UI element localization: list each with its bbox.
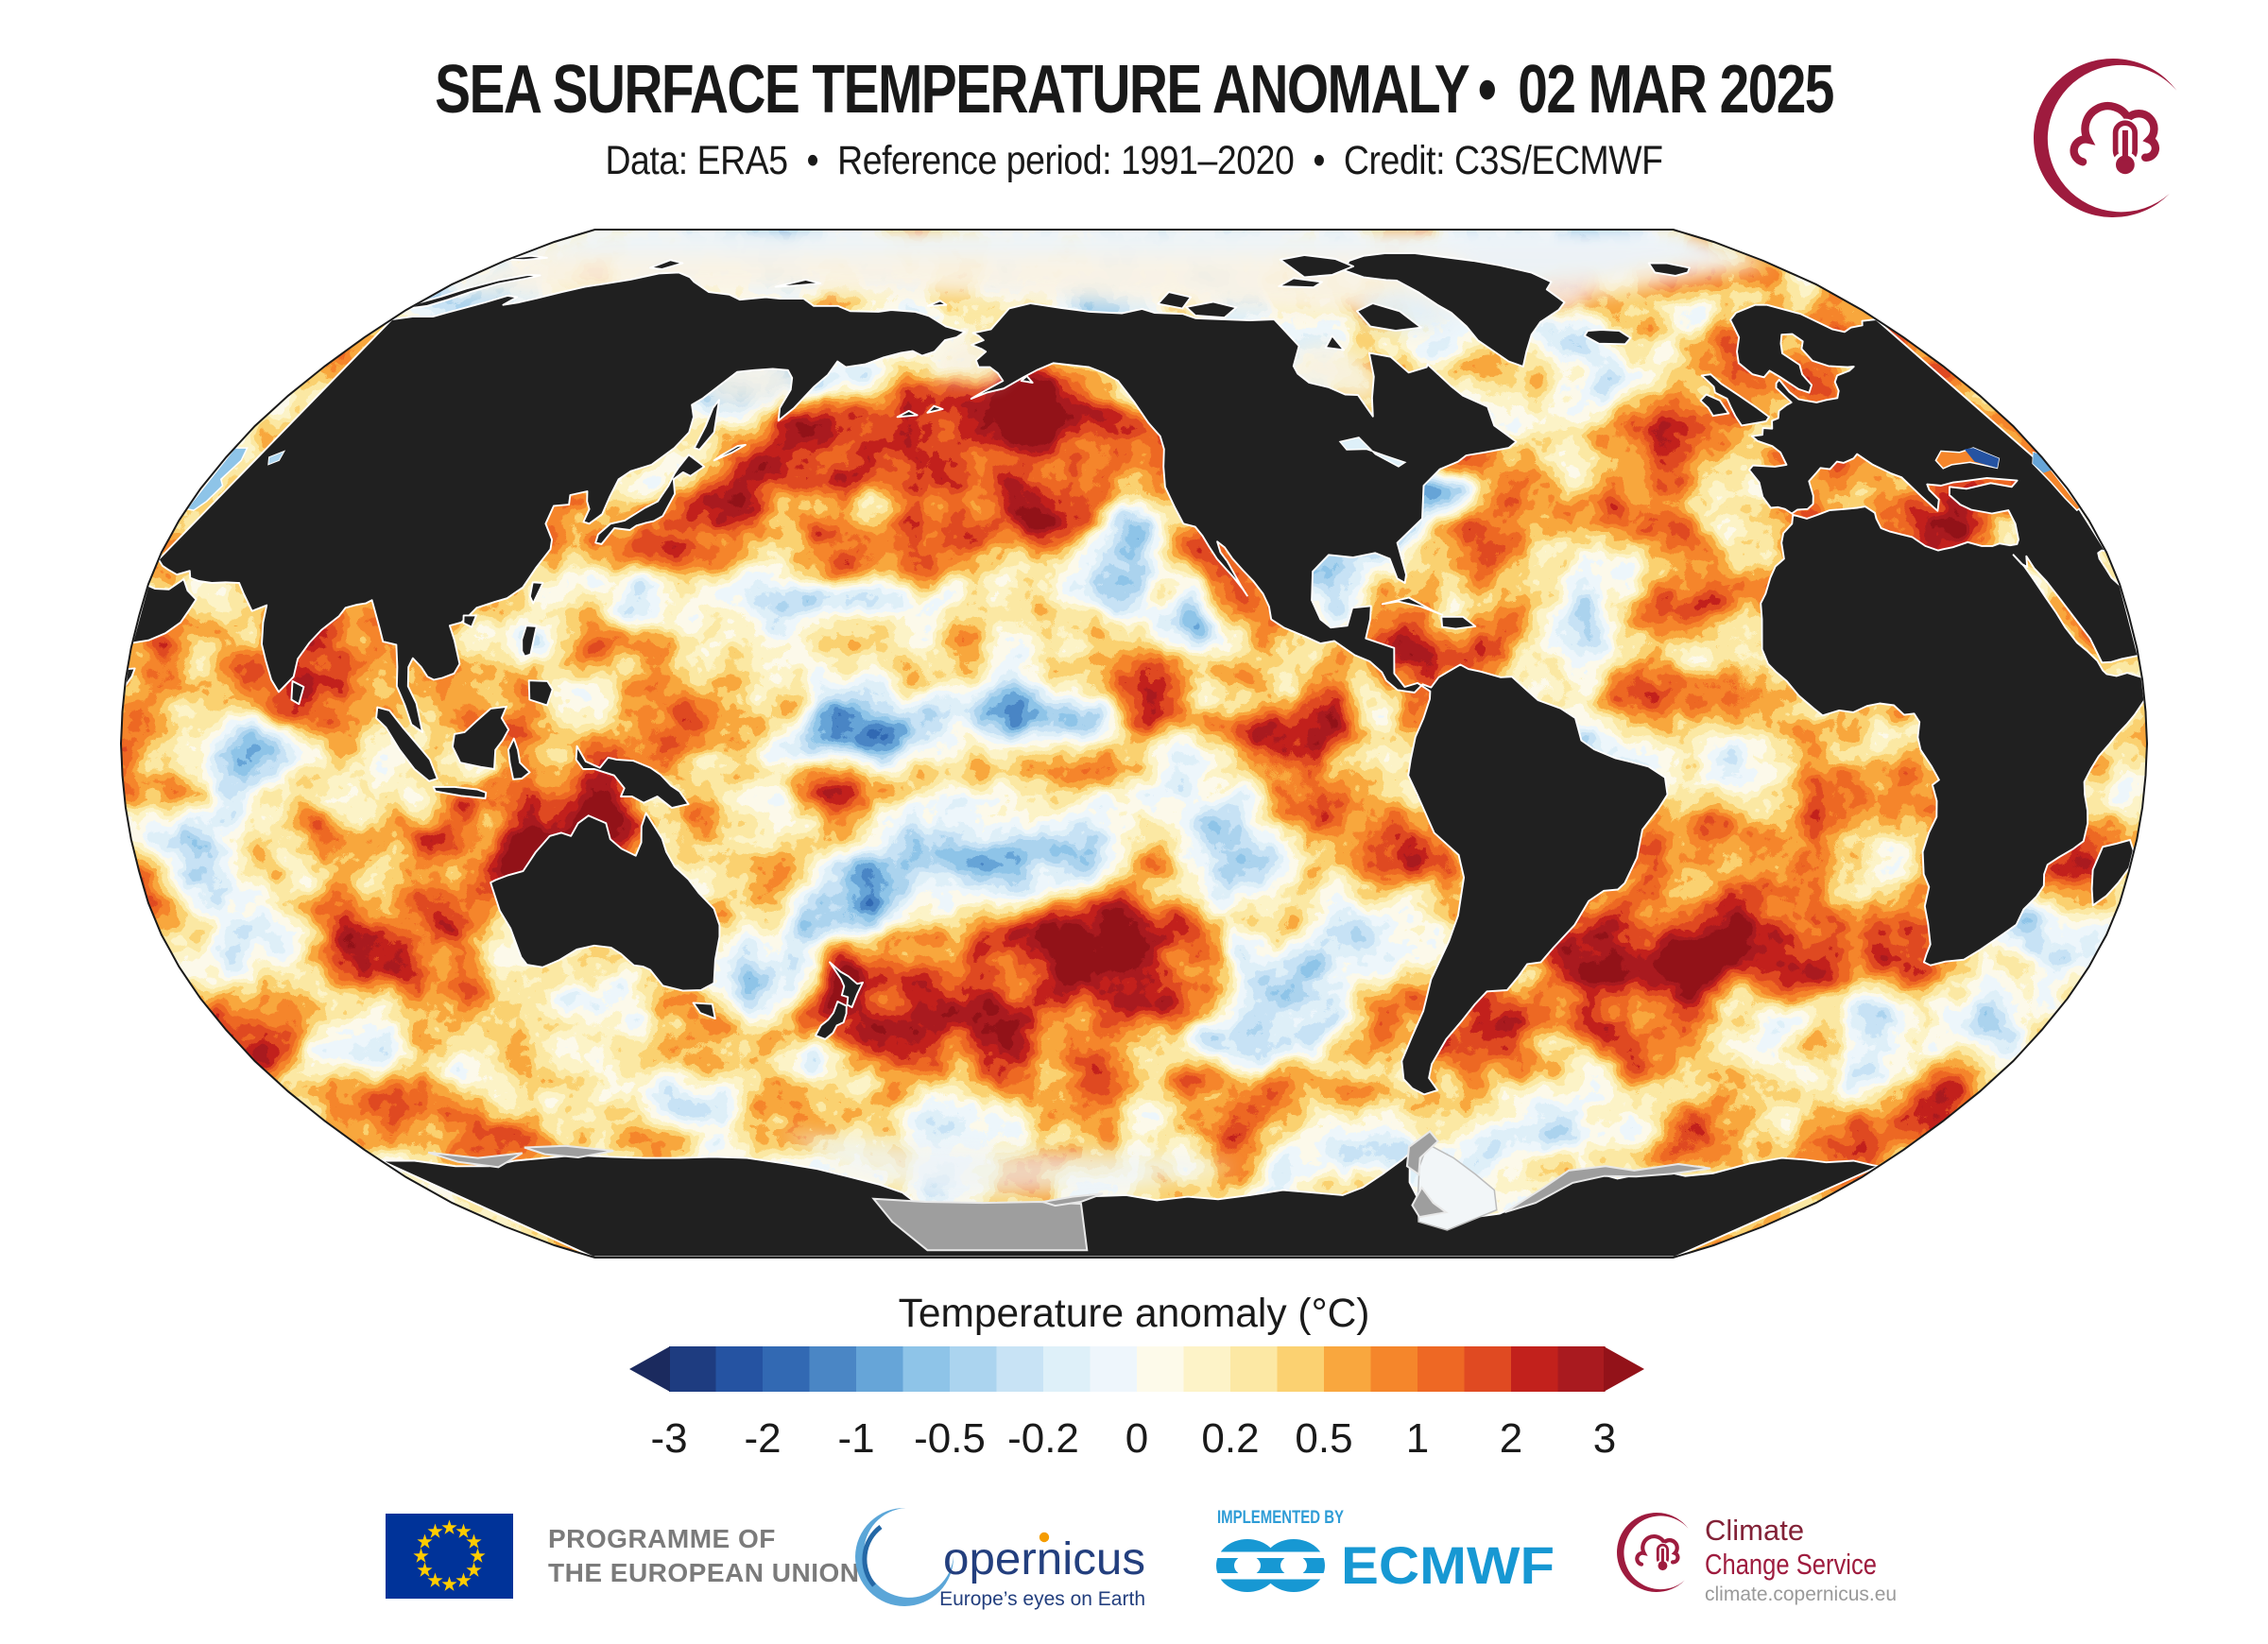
svg-text:0: 0: [1125, 1415, 1148, 1462]
svg-text:-3: -3: [650, 1415, 687, 1462]
svg-text:climate.copernicus.eu: climate.copernicus.eu: [1705, 1584, 1897, 1605]
svg-text:1: 1: [1406, 1415, 1429, 1462]
svg-text:PROGRAMME OF: PROGRAMME OF: [548, 1524, 776, 1553]
svg-text:-1: -1: [837, 1415, 874, 1462]
svg-text:Climate: Climate: [1705, 1514, 1804, 1547]
svg-text:Change Service: Change Service: [1705, 1548, 1877, 1581]
svg-text:0.2: 0.2: [1201, 1415, 1259, 1462]
svg-text:2: 2: [1500, 1415, 1522, 1462]
svg-text:-0.2: -0.2: [1007, 1415, 1079, 1462]
svg-text:Europe’s eyes on Earth: Europe’s eyes on Earth: [939, 1588, 1145, 1610]
svg-text:IMPLEMENTED BY: IMPLEMENTED BY: [1217, 1508, 1344, 1528]
svg-text:-0.5: -0.5: [914, 1415, 986, 1462]
svg-text:-2: -2: [744, 1415, 781, 1462]
svg-text:opernicus: opernicus: [943, 1534, 1145, 1584]
svg-text:Temperature anomaly (°C): Temperature anomaly (°C): [899, 1292, 1370, 1336]
svg-text:ECMWF: ECMWF: [1341, 1535, 1555, 1595]
svg-text:THE EUROPEAN UNION: THE EUROPEAN UNION: [548, 1558, 859, 1587]
svg-text:3: 3: [1593, 1415, 1616, 1462]
svg-text:0.5: 0.5: [1295, 1415, 1352, 1462]
